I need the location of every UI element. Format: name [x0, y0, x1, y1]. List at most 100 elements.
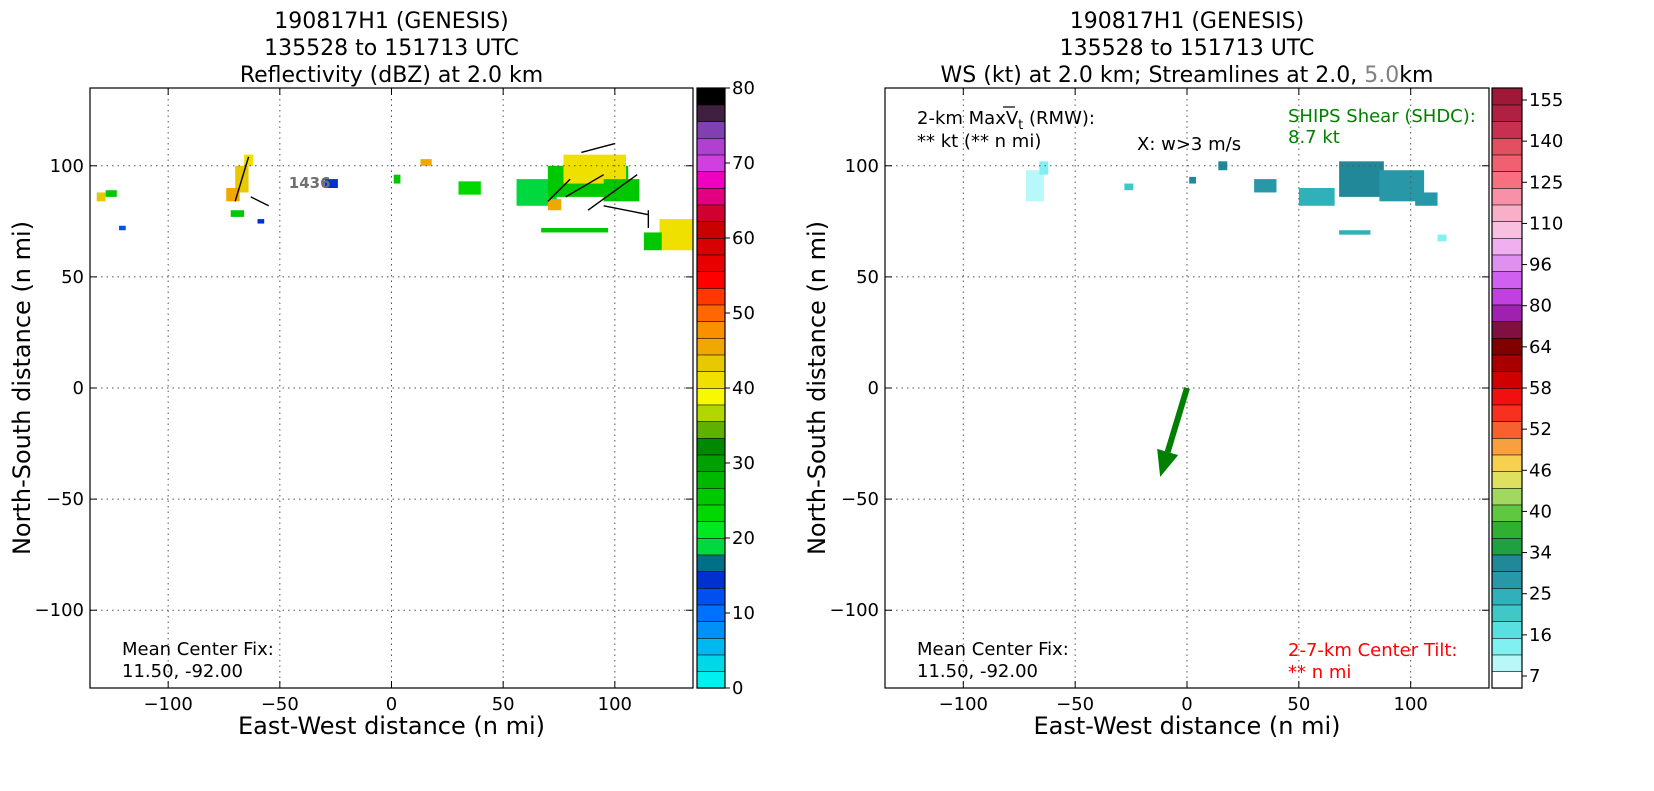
colorbar-segment: [696, 671, 726, 689]
colorbar-segment: [696, 171, 726, 189]
reflectivity-cell: [324, 179, 338, 188]
wind-speed-cell: [1415, 192, 1438, 206]
colorbar-segment: [1491, 137, 1523, 156]
colorbar-tick-label: 52: [1529, 419, 1552, 440]
streamline: [565, 174, 605, 198]
streamline: [547, 178, 571, 202]
colorbar-segment: [696, 604, 726, 622]
reflectivity-cell: [603, 179, 640, 202]
colorbar-segment: [696, 137, 726, 156]
colorbar-segment: [1491, 121, 1523, 139]
colorbar-tick-label: 40: [732, 378, 755, 399]
colorbar-segment: [696, 404, 726, 422]
x-tick-label: 0: [386, 694, 397, 715]
title-line-3: WS (kt) at 2.0 km; Streamlines at 2.0, 5…: [941, 63, 1434, 88]
colorbar-segment: [696, 121, 726, 139]
colorbar-segment: [696, 621, 726, 639]
reflectivity-cell: [659, 219, 693, 251]
colorbar-segment: [1491, 237, 1523, 256]
colorbar-tick-label: 16: [1529, 625, 1552, 646]
colorbar-segment: [1491, 87, 1523, 106]
colorbar-segment: [1491, 554, 1523, 572]
colorbar-segment: [1491, 221, 1523, 239]
max-vt-subscript: t: [1018, 118, 1023, 133]
y-tick-label: 50: [61, 267, 84, 288]
max-vt-value: ** kt (** n mi): [917, 131, 1041, 152]
title-line-3: Reflectivity (dBZ) at 2.0 km: [240, 63, 543, 88]
wind-speed-cell: [1254, 179, 1277, 193]
colorbar-segment: [696, 421, 726, 439]
colorbar-segment: [1491, 537, 1523, 556]
reflectivity-cell: [563, 154, 626, 184]
colorbar-segment: [696, 354, 726, 372]
reflectivity-cell: [257, 219, 265, 224]
wind-speed-cell: [1189, 176, 1196, 184]
shear-vector-head: [1157, 448, 1179, 477]
colorbar-segment: [696, 204, 726, 222]
colorbar-segment: [1491, 454, 1523, 472]
x-axis-label: East-West distance (n mi): [1033, 712, 1340, 740]
reflectivity-cell: [643, 232, 662, 251]
x-tick-label: 0: [1181, 694, 1192, 715]
colorbar-segment: [1491, 104, 1523, 122]
ships-shear-label: SHIPS Shear (SHDC):: [1288, 106, 1476, 127]
title-line-3-level: 5.0: [1364, 63, 1399, 88]
colorbar-segment: [696, 254, 726, 272]
ships-shear-value: 8.7 kt: [1288, 127, 1340, 148]
streamline: [587, 174, 638, 211]
max-vt-prefix: 2-km Max: [917, 108, 1006, 129]
colorbar-tick-label: 125: [1529, 172, 1563, 193]
colorbar-segment: [1491, 571, 1523, 589]
center-tilt-value: ** n mi: [1288, 662, 1351, 683]
x-tick-label: 50: [1287, 694, 1310, 715]
y-tick-label: −50: [46, 489, 84, 510]
x-tick-label: 100: [598, 694, 632, 715]
colorbar-segment: [1491, 271, 1523, 289]
y-tick-label: 100: [50, 156, 84, 177]
title-line-3-unit: km: [1399, 63, 1433, 88]
colorbar-segment: [696, 287, 726, 306]
colorbar-segment: [696, 521, 726, 539]
center-fix-label: Mean Center Fix:: [917, 639, 1069, 660]
center-tilt-label: 2-7-km Center Tilt:: [1288, 640, 1457, 661]
y-axis-label: North-South distance (n mi): [8, 221, 36, 555]
colorbar-segment: [1491, 471, 1523, 489]
colorbar-segment: [1491, 437, 1523, 456]
colorbar-segment: [1491, 587, 1523, 606]
title-line-3-main: WS (kt) at 2.0 km; Streamlines at 2.0,: [941, 63, 1365, 88]
wind-speed-cell: [1124, 183, 1134, 191]
reflectivity-cell: [393, 174, 401, 184]
x-tick-label: −100: [143, 694, 192, 715]
wind-speed-cell: [1218, 161, 1228, 171]
colorbar-segment: [1491, 504, 1523, 522]
colorbar-tick-label: 58: [1529, 378, 1552, 399]
colorbar-segment: [1491, 637, 1523, 656]
center-fix-value: 11.50, -92.00: [917, 661, 1038, 682]
colorbar-segment: [1491, 187, 1523, 206]
colorbar-segment: [696, 504, 726, 522]
colorbar-segment: [696, 537, 726, 556]
colorbar-tick-label: 20: [732, 528, 755, 549]
colorbar-segment: [1491, 371, 1523, 389]
colorbar-tick-label: 34: [1529, 543, 1552, 564]
y-tick-label: −50: [841, 489, 879, 510]
y-tick-label: 0: [868, 378, 879, 399]
title-line-2: 135528 to 151713 UTC: [264, 36, 519, 61]
colorbar-tick-label: 46: [1529, 460, 1552, 481]
colorbar-tick-label: 155: [1529, 90, 1563, 111]
colorbar-tick-label: 140: [1529, 131, 1563, 152]
colorbar-segment: [696, 454, 726, 472]
y-tick-label: −100: [830, 600, 879, 621]
title-line-1: 190817H1 (GENESIS): [1070, 9, 1304, 34]
colorbar-tick-label: 30: [732, 453, 755, 474]
colorbar-segment: [1491, 404, 1523, 422]
colorbar-tick-label: 25: [1529, 584, 1552, 605]
title-line-1: 190817H1 (GENESIS): [274, 9, 508, 34]
colorbar-segment: [696, 587, 726, 606]
x-tick-label: −100: [939, 694, 988, 715]
wind-speed-cell: [1025, 170, 1044, 202]
colorbar-tick-label: 0: [732, 678, 743, 699]
colorbar-tick-label: 40: [1529, 501, 1552, 522]
